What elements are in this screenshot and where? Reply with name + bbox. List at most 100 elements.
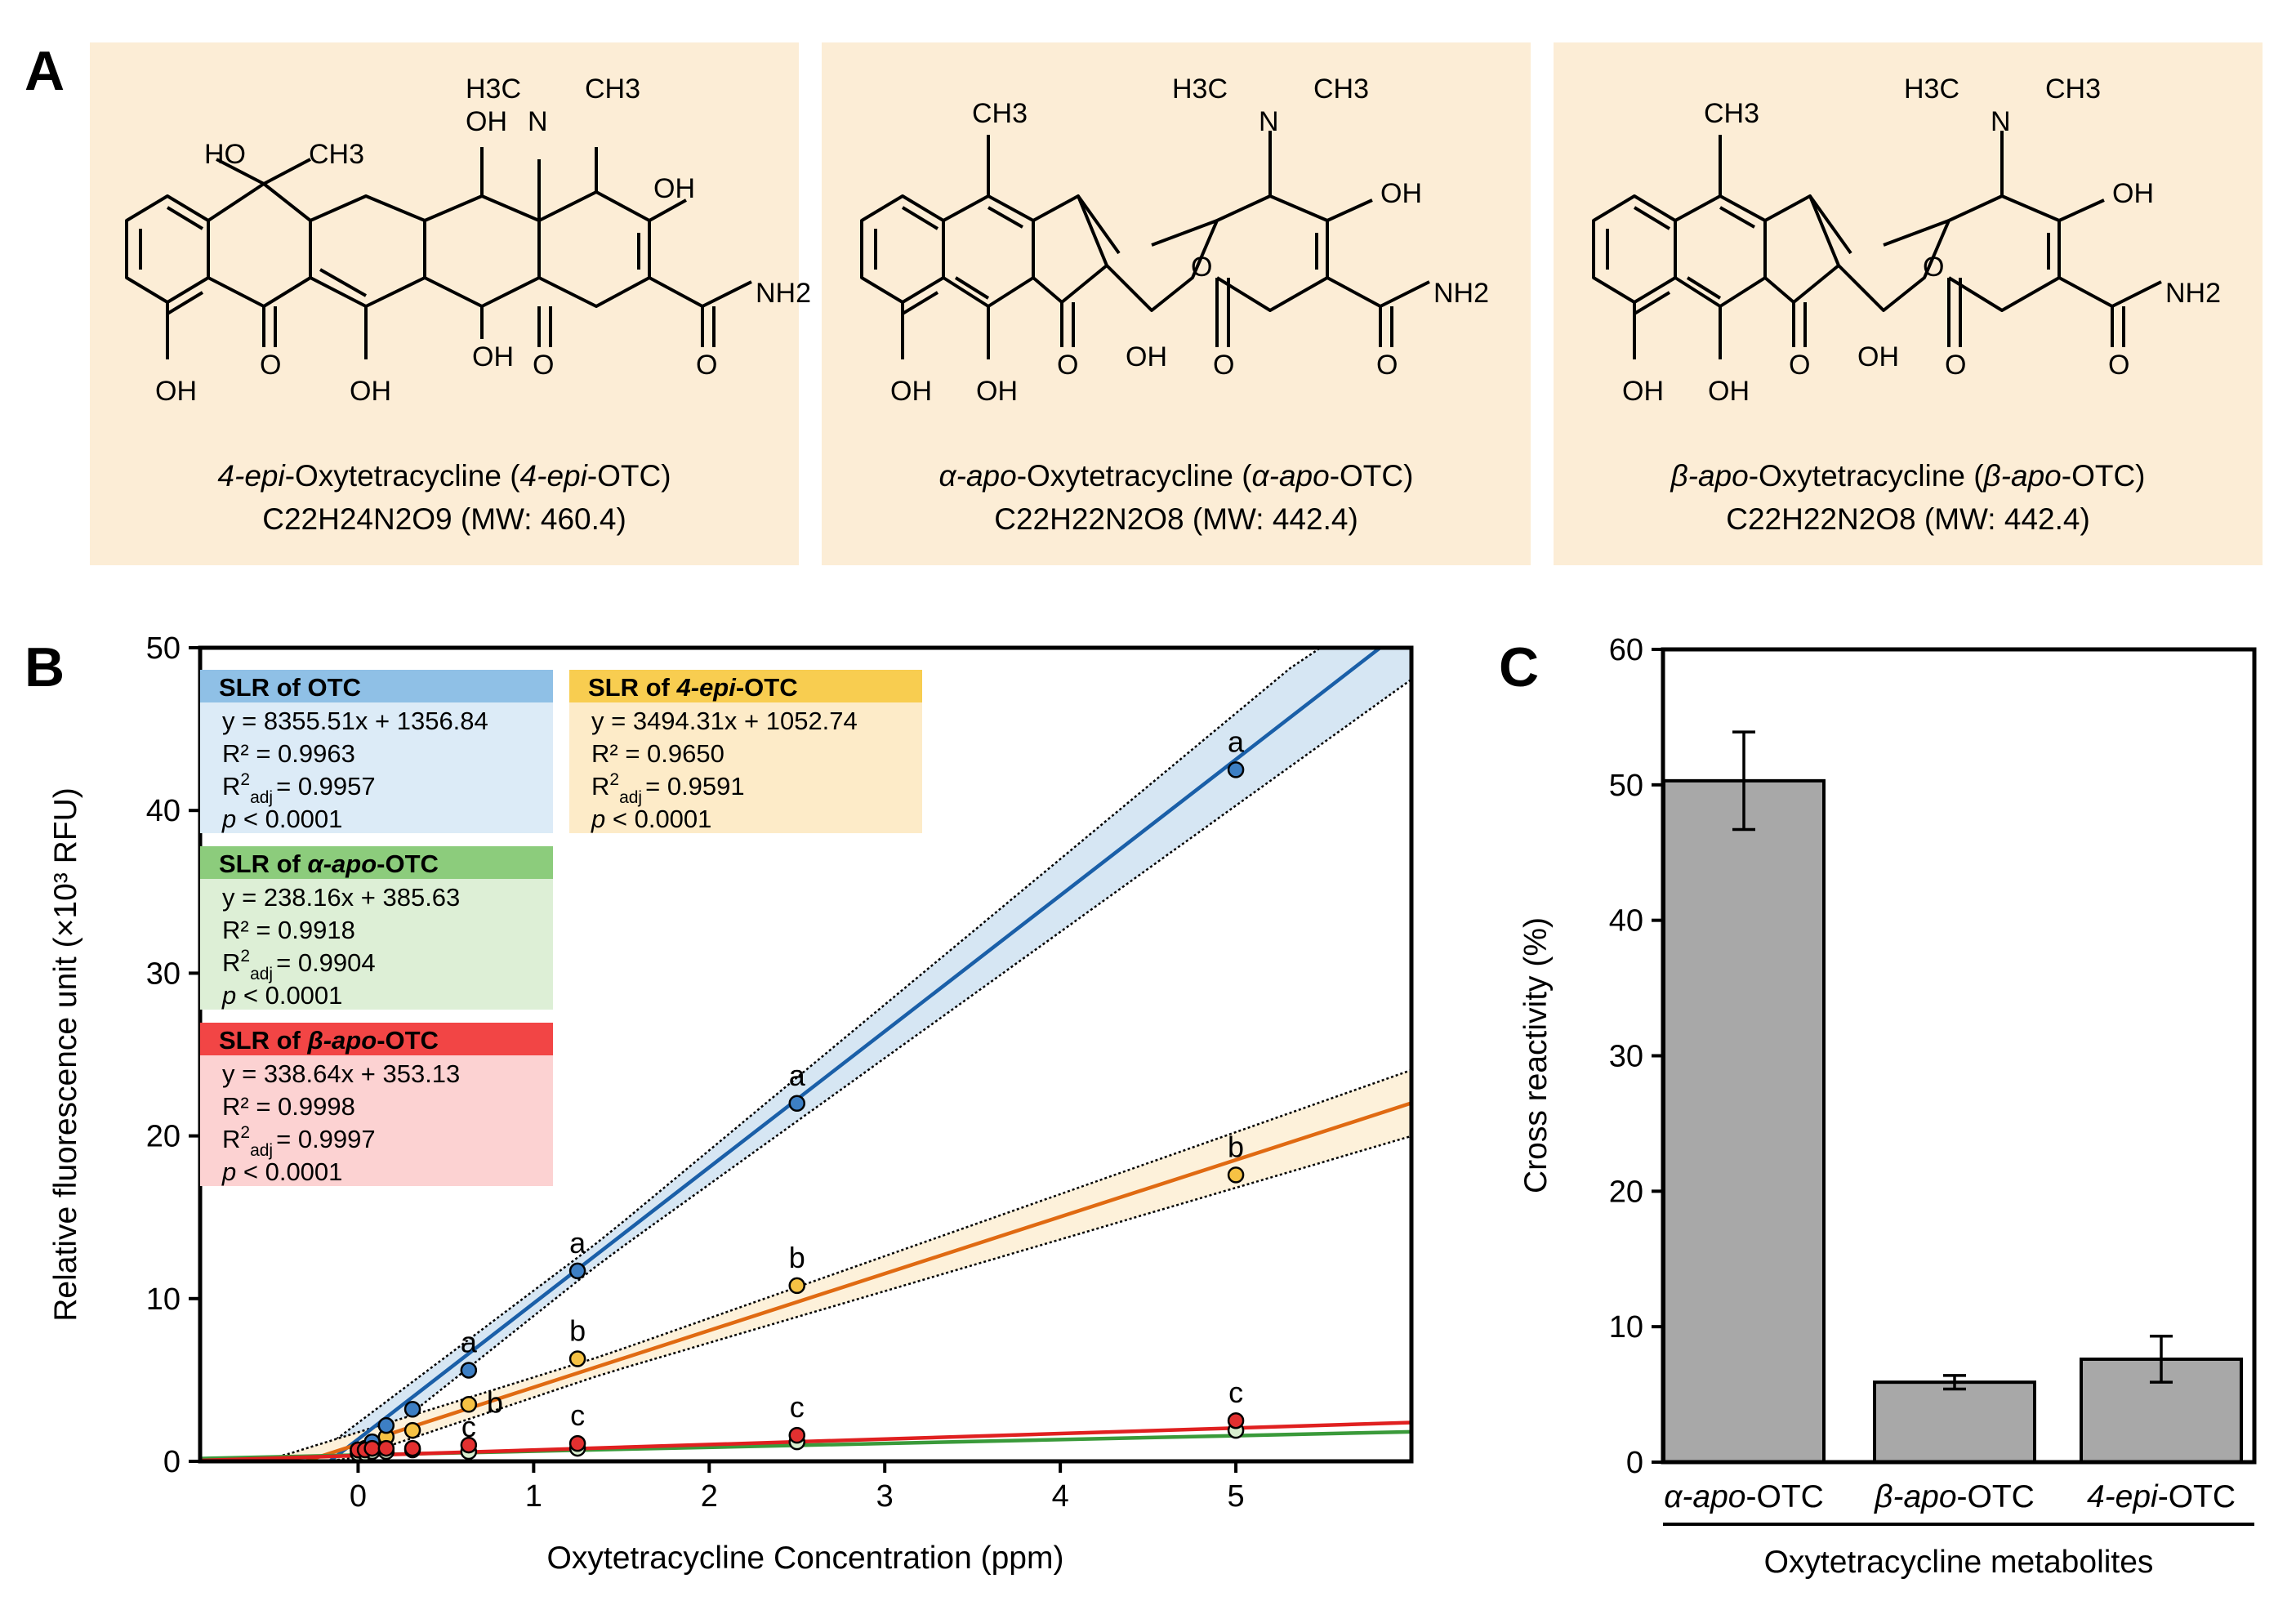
- compound-mw-1: (MW: 460.4): [461, 502, 626, 536]
- regression-line-4epi: [304, 1101, 1412, 1464]
- legend-alpha-title-name: -OTC: [377, 850, 439, 878]
- x-tick-label: 1: [525, 1479, 542, 1514]
- legend-beta-title-em: β-apo: [307, 1026, 377, 1055]
- r2adj-r: R: [222, 772, 240, 800]
- confidence-band-otc: [200, 648, 1411, 1461]
- chem-label: OH: [2112, 178, 2154, 209]
- y-tick-label: 0: [163, 1445, 181, 1479]
- chem-label: NH2: [756, 278, 811, 309]
- chem-structure-3-labels: CH3 H3C N CH3 OH O NH2 O O O OH OH OH: [1622, 74, 2221, 407]
- r2adj-r: R: [591, 772, 609, 800]
- y-tick-label: 0: [1626, 1446, 1643, 1480]
- structure-card-2-bg: [822, 42, 1531, 565]
- category-label-em: α-apo: [1664, 1479, 1745, 1514]
- chem-label: OH: [1622, 376, 1664, 407]
- chem-label: OH: [350, 376, 391, 407]
- point-label-beta: c: [790, 1390, 805, 1424]
- chem-label: HO: [204, 139, 246, 170]
- chart-c-axes: 0 10 20 30 40 50 60: [1609, 633, 1663, 1480]
- category-label-em: 4-epi: [2087, 1479, 2159, 1514]
- legend-4epi-title-prefix: SLR of: [588, 673, 677, 702]
- structure-card-2: CH3 H3C N CH3 OH O NH2 O O O OH OH OH α-…: [822, 42, 1531, 565]
- data-point-4epi: [568, 1350, 586, 1367]
- chem-label: CH3: [1313, 74, 1369, 105]
- r2adj-value: = 0.9904: [276, 948, 376, 977]
- legend-otc-eq: y = 8355.51x + 1356.84: [222, 707, 488, 735]
- data-point-otc: [377, 1416, 395, 1434]
- legend-beta-r2adj: R2adj = 0.9997: [222, 1123, 376, 1160]
- chart-c-bars: α-apo-OTC β-apo-OTC 4-epi-OTC: [1662, 730, 2243, 1514]
- regression-line-otc: [328, 646, 1382, 1463]
- category-label-rest: -OTC: [1957, 1479, 2035, 1514]
- compound-name-1-em: 4-epi: [217, 459, 286, 493]
- legend-alpha-body: [200, 879, 553, 1010]
- chem-label: H3C: [466, 74, 521, 105]
- chem-structure-2-labels: CH3 H3C N CH3 OH O NH2 O O O OH OH OH: [890, 74, 1489, 407]
- chem-label: O: [1213, 350, 1234, 381]
- chem-structure-1: [125, 147, 752, 359]
- category-label-rest: -OTC: [2158, 1479, 2236, 1514]
- legend-4epi-body: [569, 702, 922, 833]
- chem-label: OH: [653, 173, 695, 204]
- point-label-otc: a: [569, 1226, 586, 1260]
- compound-formula-2: C22H22N2O8 (MW: 442.4): [994, 502, 1358, 536]
- compound-name-2-em2: α-apo: [1252, 459, 1330, 493]
- y-tick-label: 50: [1609, 769, 1643, 803]
- legend-4epi-title: SLR of 4-epi-OTC: [588, 673, 798, 702]
- chem-label: O: [1376, 350, 1398, 381]
- legend-beta-title-name: -OTC: [377, 1026, 439, 1055]
- compound-name-3-mid: -Oxytetracycline (: [1749, 459, 1985, 493]
- p-symbol: p: [221, 981, 236, 1010]
- compound-formula-1-text: C22H24N2O9: [262, 502, 452, 536]
- compound-name-2-em: α-apo: [939, 459, 1017, 493]
- chem-label: O: [2108, 350, 2129, 381]
- chem-label: O: [260, 350, 281, 381]
- p-symbol: p: [591, 805, 605, 833]
- chem-label: CH3: [2045, 74, 2101, 105]
- chem-label: O: [533, 350, 554, 381]
- compound-name-1-em2: 4-epi: [520, 459, 589, 493]
- compound-name-1-end: -OTC): [587, 459, 671, 493]
- r2adj-r: R: [222, 948, 240, 977]
- legend-otc-r2adj: R2adj = 0.9957: [222, 770, 376, 807]
- chem-label: OH: [976, 376, 1018, 407]
- structure-card-1-bg: [90, 42, 799, 565]
- chem-label: O: [1945, 350, 1966, 381]
- legend-box-otc: SLR of OTC y = 8355.51x + 1356.84 R² = 0…: [200, 670, 553, 833]
- data-point-otc: [568, 1262, 586, 1280]
- p-symbol: p: [221, 1157, 236, 1186]
- chart-b-axes: 0 10 20 30 40 50 0 1 2 3 4 5: [146, 631, 1245, 1514]
- chart-b-lines: [199, 646, 1412, 1464]
- data-point-beta: [377, 1439, 395, 1457]
- legend-4epi-title-name: -OTC: [736, 673, 798, 702]
- data-point-otc: [1227, 761, 1245, 778]
- y-tick-label: 10: [1609, 1310, 1643, 1345]
- legend-beta-r2: R² = 0.9998: [222, 1092, 355, 1121]
- compound-formula-2-text: C22H22N2O8: [994, 502, 1184, 536]
- chem-label: CH3: [1704, 98, 1759, 129]
- y-tick-label: 60: [1609, 633, 1643, 667]
- data-point-4epi: [403, 1421, 421, 1439]
- data-point-otc: [460, 1362, 478, 1379]
- structure-card-3-bg: [1554, 42, 2263, 565]
- r2adj-sup: 2: [240, 947, 250, 966]
- chem-label: O: [1789, 350, 1810, 381]
- compound-name-3-em2: β-apo: [1983, 459, 2062, 493]
- legend-alpha-eq: y = 238.16x + 385.63: [222, 883, 460, 912]
- chem-structure-2: [860, 131, 1430, 359]
- legend-4epi-header: [569, 670, 922, 702]
- r2adj-sup: 2: [240, 770, 250, 789]
- legend-otc-title: SLR of OTC: [219, 673, 361, 702]
- point-label-4epi: b: [1228, 1130, 1244, 1163]
- legend-box-4epi: SLR of 4-epi-OTC y = 3494.31x + 1052.74 …: [569, 670, 922, 833]
- point-label-beta: c: [1228, 1376, 1243, 1409]
- data-point-beta: [403, 1439, 421, 1457]
- p-value: < 0.0001: [243, 981, 343, 1010]
- chem-label: NH2: [2165, 278, 2221, 309]
- legend-alpha-r2adj: R2adj = 0.9904: [222, 947, 376, 983]
- chart-c-ylabel: Cross reactivity (%): [1518, 917, 1554, 1193]
- r2adj-sup: 2: [609, 770, 619, 789]
- chart-b-ylabel: Relative fluorescence unit (×10³ RFU): [48, 787, 83, 1322]
